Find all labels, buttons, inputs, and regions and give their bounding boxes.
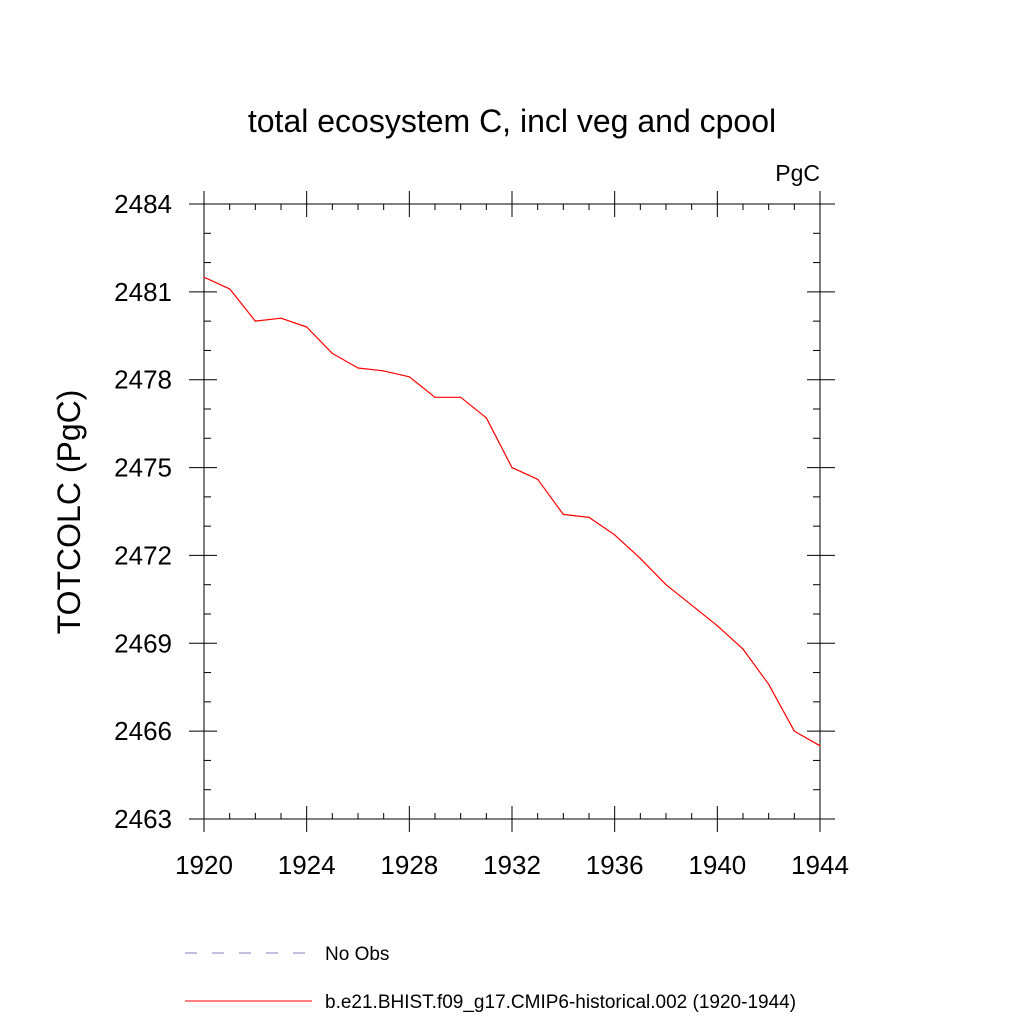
data-point bbox=[639, 557, 641, 559]
data-point bbox=[819, 745, 821, 747]
data-point bbox=[306, 326, 308, 328]
data-point bbox=[460, 396, 462, 398]
data-point bbox=[742, 648, 744, 650]
y-tick-label: 2472 bbox=[114, 540, 172, 570]
data-point bbox=[665, 584, 667, 586]
data-point bbox=[691, 604, 693, 606]
axes: 1920 1924 1928 1932 1936 1940 1944 2463 2466 2469… bbox=[114, 189, 849, 880]
data-point bbox=[485, 417, 487, 419]
x-tick-label: 1928 bbox=[380, 850, 438, 880]
y-tick-label: 2463 bbox=[114, 804, 172, 834]
data-point bbox=[357, 367, 359, 369]
y-tick-label: 2466 bbox=[114, 716, 172, 746]
legend-label-no-obs: No Obs bbox=[325, 944, 389, 965]
data-point bbox=[280, 317, 282, 319]
y-axis-label: TOTCOLC (PgC) bbox=[51, 390, 87, 635]
data-point bbox=[331, 352, 333, 354]
y-tick-label: 2481 bbox=[114, 277, 172, 307]
data-point bbox=[408, 376, 410, 378]
units-label: PgC bbox=[775, 160, 820, 186]
y-tick-label: 2475 bbox=[114, 453, 172, 483]
y-tick-label: 2478 bbox=[114, 365, 172, 395]
x-tick-label: 1940 bbox=[688, 850, 746, 880]
y-tick-label: 2469 bbox=[114, 628, 172, 658]
data-point bbox=[203, 276, 205, 278]
legend-label-historical: b.e21.BHIST.f09_g17.CMIP6-historical.002… bbox=[325, 992, 796, 1013]
x-tick-label: 1932 bbox=[483, 850, 541, 880]
y-tick-label: 2484 bbox=[114, 189, 172, 219]
data-point bbox=[229, 288, 231, 290]
data-point bbox=[562, 513, 564, 516]
series-layer bbox=[203, 276, 821, 747]
x-tick-label: 1920 bbox=[175, 850, 233, 880]
data-point bbox=[254, 320, 256, 322]
data-point bbox=[793, 730, 795, 732]
x-tick-label: 1936 bbox=[586, 850, 644, 880]
chart-title: total ecosystem C, incl veg and cpool bbox=[248, 103, 776, 139]
data-point bbox=[588, 516, 590, 518]
series-line-0 bbox=[203, 276, 821, 747]
data-point bbox=[614, 534, 616, 536]
plot-frame bbox=[203, 203, 821, 820]
data-point bbox=[716, 625, 718, 627]
data-point bbox=[434, 396, 436, 398]
x-tick-label: 1924 bbox=[278, 850, 336, 880]
x-tick-label: 1944 bbox=[791, 850, 849, 880]
legend: No Obs b.e21.BHIST.f09_g17.CMIP6-histori… bbox=[185, 944, 796, 1013]
data-point bbox=[768, 683, 770, 685]
data-point bbox=[511, 466, 513, 469]
data-point bbox=[537, 478, 539, 480]
data-point bbox=[383, 370, 385, 372]
